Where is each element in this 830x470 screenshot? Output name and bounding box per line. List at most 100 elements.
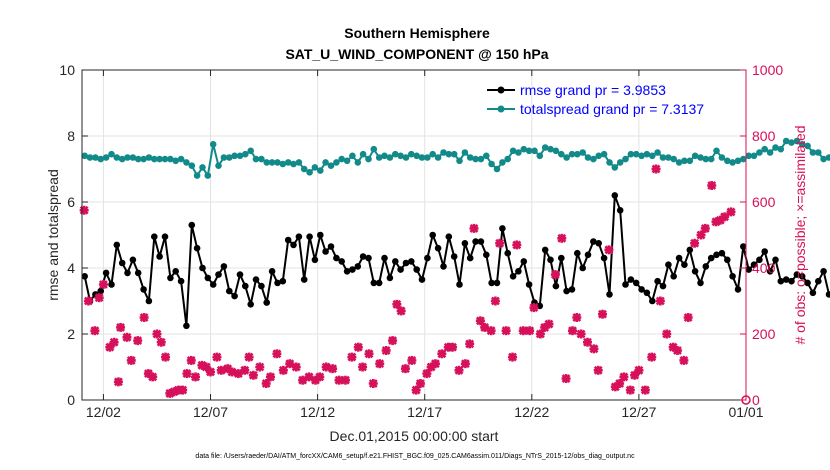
obs-assimilated-marker xyxy=(255,362,265,372)
totalspread-point xyxy=(359,150,367,158)
obs-assimilated-marker xyxy=(197,360,207,370)
obs-assimilated-marker xyxy=(501,326,511,336)
totalspread-point xyxy=(483,152,490,160)
rmse-point xyxy=(338,258,346,265)
rmse-point xyxy=(686,246,694,254)
totalspread-point xyxy=(697,154,704,161)
obs-assimilated-marker xyxy=(148,372,158,382)
obs-markers xyxy=(79,164,751,405)
obs-assimilated-marker xyxy=(94,293,104,303)
obs-assimilated-marker xyxy=(604,245,614,255)
totalspread-point xyxy=(140,155,147,163)
rmse-point xyxy=(681,261,688,269)
obs-assimilated-marker xyxy=(126,355,136,365)
obs-assimilated-marker xyxy=(201,362,211,372)
totalspread-point xyxy=(172,157,179,165)
obs-assimilated-marker xyxy=(655,296,665,306)
totalspread-point xyxy=(306,169,313,176)
obs-assimilated-marker xyxy=(582,337,592,347)
y2-tick-label: 400 xyxy=(752,260,776,276)
rmse-point xyxy=(558,254,565,262)
totalspread-point xyxy=(209,141,217,148)
obs-assimilated-marker xyxy=(465,339,475,349)
totalspread-point xyxy=(643,150,651,158)
rmse-point xyxy=(209,281,217,288)
rmse-point xyxy=(627,276,635,283)
obs-assimilated-marker xyxy=(388,336,398,346)
rmse-point xyxy=(729,273,736,280)
rmse-point xyxy=(713,251,720,259)
obs-assimilated-marker xyxy=(490,296,500,306)
totalspread-point xyxy=(392,150,399,158)
rmse-point xyxy=(450,253,458,260)
x-axis-label: Dec.01,2015 00:00:00 start xyxy=(330,428,499,444)
rmse-point xyxy=(766,268,774,275)
rmse-point xyxy=(349,266,356,273)
rmse-point xyxy=(193,244,201,252)
obs-assimilated-marker xyxy=(726,207,736,217)
rmse-point xyxy=(134,269,142,277)
totalspread-point xyxy=(231,152,238,160)
totalspread-point xyxy=(595,152,602,160)
obs-assimilated-marker xyxy=(261,379,271,388)
totalspread-point xyxy=(129,154,137,161)
rmse-point xyxy=(397,266,404,273)
totalspread-point xyxy=(402,154,410,161)
obs-assimilated-marker xyxy=(340,375,350,385)
obs-assimilated-marker xyxy=(707,181,717,190)
rmse-point xyxy=(215,271,222,278)
chart-subtitle: SAT_U_WIND_COMPONENT @ 150 hPa xyxy=(285,46,548,62)
obs-assimilated-marker xyxy=(679,355,689,365)
obs-assimilated-marker xyxy=(486,326,496,336)
obs-assimilated-marker xyxy=(597,309,607,319)
rmse-point xyxy=(622,281,629,288)
obs-assimilated-marker xyxy=(430,359,440,369)
obs-assimilated-marker xyxy=(353,342,363,352)
obs-assimilated-marker xyxy=(593,365,603,375)
rmse-point xyxy=(183,322,190,330)
obs-assimilated-marker xyxy=(109,337,119,347)
totalspread-point xyxy=(429,150,437,158)
rmse-point xyxy=(649,297,656,305)
rmse-point xyxy=(568,286,576,293)
y-axis-ticks: 0 2 4 6 8 10 xyxy=(59,62,88,408)
obs-assimilated-marker xyxy=(475,316,485,326)
totalspread-point xyxy=(204,172,212,179)
obs-assimilated-marker xyxy=(122,332,132,342)
rmse-point xyxy=(734,286,742,293)
legend-rmse-marker xyxy=(497,86,505,94)
rmse-point xyxy=(504,249,512,257)
totalspread-point xyxy=(686,157,694,165)
rmse-point xyxy=(445,233,453,240)
rmse-point xyxy=(118,259,126,267)
rmse-point xyxy=(97,287,104,295)
y-tick-label: 2 xyxy=(67,326,75,342)
obs-assimilated-marker xyxy=(265,372,275,382)
obs-assimilated-marker xyxy=(139,313,149,322)
obs-assimilated-marker xyxy=(662,329,672,339)
totalspread-point xyxy=(777,145,785,153)
y2-axis-ticks: 0 200 400 600 800 1000 xyxy=(740,62,783,408)
totalspread-point xyxy=(461,149,469,156)
rmse-point xyxy=(547,256,554,264)
obs-assimilated-marker xyxy=(113,377,123,387)
obs-assimilated-marker xyxy=(550,270,560,280)
rmse-point xyxy=(263,299,271,306)
rmse-point xyxy=(113,241,121,249)
totalspread-point xyxy=(472,155,479,163)
obs-assimilated-marker xyxy=(508,352,518,362)
totalspread-point xyxy=(611,164,619,171)
rmse-point xyxy=(702,263,710,270)
rmse-point xyxy=(295,233,303,240)
rmse-point xyxy=(611,192,619,199)
obs-assimilated-marker xyxy=(156,337,166,347)
totalspread-point xyxy=(466,154,474,161)
totalspread-point xyxy=(809,149,817,156)
rmse-point xyxy=(815,277,822,285)
totalspread-point xyxy=(702,155,710,163)
obs-assimilated-marker xyxy=(634,365,644,375)
rmse-point xyxy=(258,282,265,290)
obs-assimilated-marker xyxy=(278,365,288,375)
rmse-point xyxy=(236,271,244,278)
totalspread-point xyxy=(600,150,608,158)
